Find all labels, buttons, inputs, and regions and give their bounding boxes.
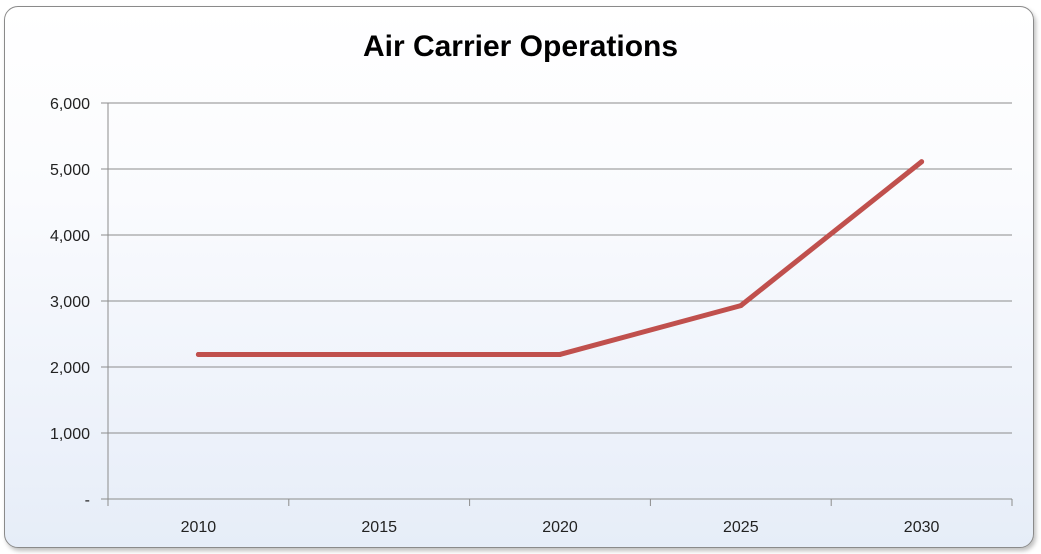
y-tick-label: 5,000 <box>50 162 90 179</box>
chart-title: Air Carrier Operations <box>362 30 679 63</box>
y-tick-label: 2,000 <box>50 360 90 377</box>
y-tick-label: 6,000 <box>50 96 90 113</box>
gridlines <box>108 102 1012 434</box>
series-line <box>195 159 925 357</box>
y-tick-label: 1,000 <box>50 426 90 443</box>
data-point <box>919 159 925 165</box>
y-tick-label: 3,000 <box>50 294 90 311</box>
x-tick-label: 2025 <box>723 519 759 536</box>
series-layer <box>195 159 925 357</box>
tick-labels: - 1,000 2,000 3,000 4,000 5,000 6,000 2010 2015 2… <box>50 96 940 536</box>
data-point <box>195 351 201 357</box>
data-point <box>376 351 382 357</box>
axes <box>101 102 1013 506</box>
data-point <box>738 303 744 309</box>
x-tick-label: 2020 <box>542 519 578 536</box>
y-tick-label: 4,000 <box>50 228 90 245</box>
data-point <box>557 351 563 357</box>
x-tick-label: 2030 <box>904 519 940 536</box>
chart-frame <box>4 6 1034 548</box>
x-tick-label: 2015 <box>361 519 397 536</box>
y-tick-label: - <box>85 492 90 509</box>
x-tick-label: 2010 <box>181 519 217 536</box>
